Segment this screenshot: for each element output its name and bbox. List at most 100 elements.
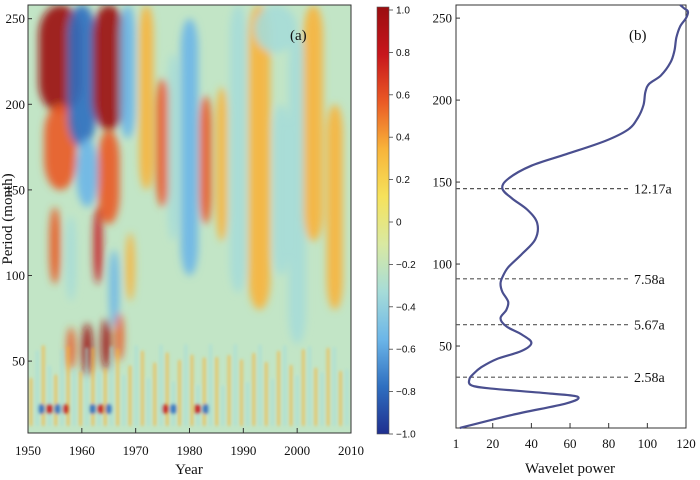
colorbar-tick-label: −0.8 xyxy=(396,387,416,398)
heatmap-cell xyxy=(122,374,126,427)
heatmap-cell xyxy=(109,249,119,327)
heatmap-cell xyxy=(89,403,96,415)
heatmap-cell xyxy=(172,381,175,427)
period-annotation-label: 12.17a xyxy=(634,183,673,198)
power-x-tick-label: 80 xyxy=(602,436,615,451)
power-y-tick-label: 150 xyxy=(433,175,453,190)
heatmap-x-axis-title: Year xyxy=(175,462,203,478)
heatmap-cell xyxy=(277,350,280,427)
colorbar-tick-label: −1.0 xyxy=(396,430,416,441)
colorbar-tick-label: 0 xyxy=(396,218,402,229)
heatmap-cell xyxy=(105,403,112,415)
heatmap-cell xyxy=(326,347,330,427)
heatmap-cell xyxy=(254,5,298,53)
power-x-tick-label: 100 xyxy=(638,436,658,451)
heatmap-cell xyxy=(216,87,228,242)
heatmap-y-tick-label: 50 xyxy=(12,354,25,369)
colorbar-tick-label: −0.6 xyxy=(396,345,416,356)
heatmap-cell xyxy=(233,344,237,427)
power-x-axis-title: Wavelet power xyxy=(525,461,615,477)
heatmap-cell xyxy=(345,369,349,427)
heatmap-cell xyxy=(162,403,169,415)
heatmap-field xyxy=(38,5,343,375)
heatmap-cell xyxy=(165,352,169,427)
heatmap-cell xyxy=(103,368,107,427)
colorbar-tick-label: 0.6 xyxy=(396,90,410,101)
heatmap-cell xyxy=(54,374,58,427)
panel-b-label: (b) xyxy=(629,28,647,44)
heatmap-cell xyxy=(139,5,154,190)
power-plot-frame xyxy=(455,4,687,429)
heatmap-cell xyxy=(153,362,157,427)
heatmap-cell xyxy=(97,129,120,225)
period-annotation-label: 2.58a xyxy=(634,371,666,386)
heatmap-cell xyxy=(159,344,163,427)
heatmap-cell xyxy=(54,403,61,415)
heatmap-y-axis: 50 100 150 200 250 xyxy=(6,11,32,369)
heatmap-cell xyxy=(320,372,324,427)
heatmap-cell xyxy=(194,403,201,415)
heatmap-cell xyxy=(125,232,135,302)
heatmap-cell xyxy=(101,318,111,370)
heatmap-cell xyxy=(283,345,287,427)
heatmap-y-axis-title: Period (month) xyxy=(0,173,16,264)
heatmap-y-tick-label: 250 xyxy=(6,11,26,26)
heatmap-cell xyxy=(134,345,138,427)
heatmap-cell xyxy=(92,5,125,130)
colorbar-tick-label: 0.4 xyxy=(396,133,410,144)
heatmap-cell xyxy=(170,403,177,415)
power-x-axis: 1 20 40 60 80 100 120 xyxy=(453,423,696,451)
colorbar-tick-label: −0.2 xyxy=(396,260,416,271)
heatmap-cell xyxy=(67,5,96,148)
power-x-tick-label: 1 xyxy=(453,436,460,451)
heatmap-cell xyxy=(288,35,306,344)
heatmap-x-tick-label: 1990 xyxy=(230,443,256,458)
heatmap-cell xyxy=(308,345,311,427)
heatmap-cell xyxy=(41,345,45,427)
heatmap-cell xyxy=(303,5,324,242)
heatmap-cell xyxy=(178,359,181,427)
heatmap-fine-structure xyxy=(29,343,349,427)
heatmap-cell xyxy=(97,371,101,427)
heatmap-cell xyxy=(271,378,274,427)
heatmap-cell xyxy=(302,349,305,427)
colorbar-tick-label: −0.4 xyxy=(396,302,416,313)
heatmap-cell xyxy=(44,104,77,190)
heatmap-cell xyxy=(141,350,144,427)
heatmap-cell xyxy=(46,403,53,415)
period-annotations: 12.17a 7.58a 5.67a 2.58a xyxy=(456,183,673,386)
heatmap-cell xyxy=(295,375,299,427)
heatmap-cell xyxy=(128,365,132,427)
power-y-tick-label: 200 xyxy=(433,93,453,108)
heatmap-x-tick-label: 2000 xyxy=(284,443,310,458)
colorbar-scale xyxy=(377,7,389,434)
heatmap-cell xyxy=(29,377,33,427)
colorbar: 1.0 0.8 0.6 0.4 0.2 0 −0.2 −0.4 −0.6 −0.8 −1.0 xyxy=(376,6,416,441)
heatmap-cell xyxy=(110,346,113,427)
colorbar-tick-label: 0.8 xyxy=(396,48,410,59)
heatmap-cell xyxy=(60,348,64,427)
heatmap-cell xyxy=(93,207,103,285)
heatmap-cell xyxy=(209,343,212,427)
power-x-tick-label: 40 xyxy=(525,436,538,451)
heatmap-cell xyxy=(215,356,219,427)
heatmap-cell xyxy=(199,95,212,225)
heatmap-cell xyxy=(167,52,179,242)
power-y-tick-label: 50 xyxy=(439,339,452,354)
heatmap-x-tick-label: 1950 xyxy=(15,443,41,458)
heatmap-cell xyxy=(227,354,231,427)
colorbar-tick-label: 1.0 xyxy=(396,6,410,17)
heatmap-cell xyxy=(147,378,150,427)
heatmap-cell xyxy=(116,348,119,427)
period-annotation-label: 5.67a xyxy=(634,319,666,334)
heatmap-cell xyxy=(289,364,293,427)
panel-a-label: (a) xyxy=(290,28,307,44)
heatmap-cell xyxy=(97,403,104,415)
heatmap-cell xyxy=(49,207,61,285)
heatmap-cell xyxy=(72,368,76,427)
heatmap-cell xyxy=(202,357,206,427)
power-y-axis: 50 100 150 200 250 xyxy=(433,11,460,354)
power-x-tick-label: 120 xyxy=(676,436,696,451)
heatmap-cell xyxy=(180,18,199,276)
heatmap-cell xyxy=(79,371,82,427)
